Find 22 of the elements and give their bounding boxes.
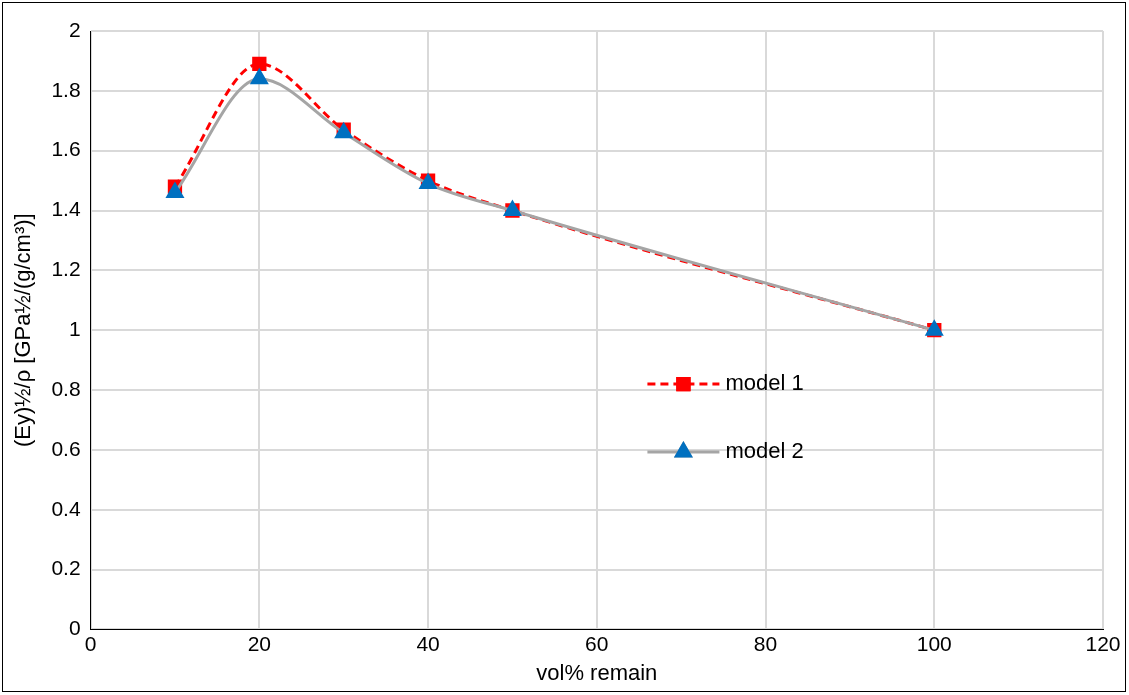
y-tick-label: 0 [68, 616, 81, 640]
y-tick-label: 1.4 [51, 197, 81, 221]
x-tick-label: 40 [416, 631, 440, 655]
x-tick-label: 0 [84, 631, 97, 655]
x-tick-label: 80 [753, 631, 778, 655]
y-tick-label: 1.2 [51, 257, 81, 281]
x-tick-label: 60 [585, 631, 609, 655]
x-tick-label: 100 [916, 631, 952, 655]
y-tick-label: 2 [68, 17, 81, 41]
y-tick-label: 1 [68, 317, 81, 340]
legend-label: model 2 [725, 438, 804, 464]
y-axis-title: (Ey)½/ρ [GPa½/(g/cm³)] [10, 213, 36, 448]
y-tick-label: 1.6 [51, 137, 81, 161]
y-tick-label: 0.8 [51, 376, 81, 400]
y-tick-label: 0.6 [51, 436, 81, 460]
y-tick-label: 1.8 [51, 77, 81, 101]
x-axis-title: vol% remain [536, 659, 658, 685]
y-tick-label: 0.4 [51, 496, 81, 520]
x-tick-label: 20 [247, 631, 272, 655]
y-tick-label: 0.2 [51, 556, 81, 580]
legend-label: model 1 [725, 370, 804, 396]
x-tick-label: 120 [1085, 631, 1121, 655]
